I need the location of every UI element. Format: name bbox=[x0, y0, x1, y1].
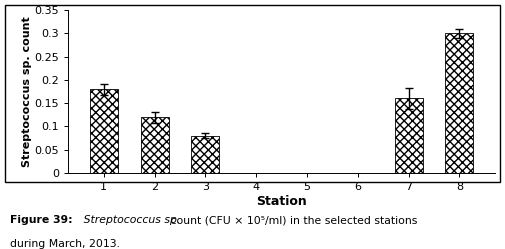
Text: Streptococcus sp.: Streptococcus sp. bbox=[78, 215, 181, 225]
X-axis label: Station: Station bbox=[256, 195, 307, 208]
Text: during March, 2013.: during March, 2013. bbox=[10, 239, 120, 249]
Text: count (CFU × 10⁵/ml) in the selected stations: count (CFU × 10⁵/ml) in the selected sta… bbox=[167, 215, 417, 225]
Bar bbox=[90, 89, 118, 173]
Text: Figure 39:: Figure 39: bbox=[10, 215, 73, 225]
Bar bbox=[445, 33, 473, 173]
Bar bbox=[191, 136, 219, 173]
Bar bbox=[394, 99, 423, 173]
Bar bbox=[140, 117, 169, 173]
Y-axis label: Streptococcus sp. count: Streptococcus sp. count bbox=[22, 16, 32, 167]
